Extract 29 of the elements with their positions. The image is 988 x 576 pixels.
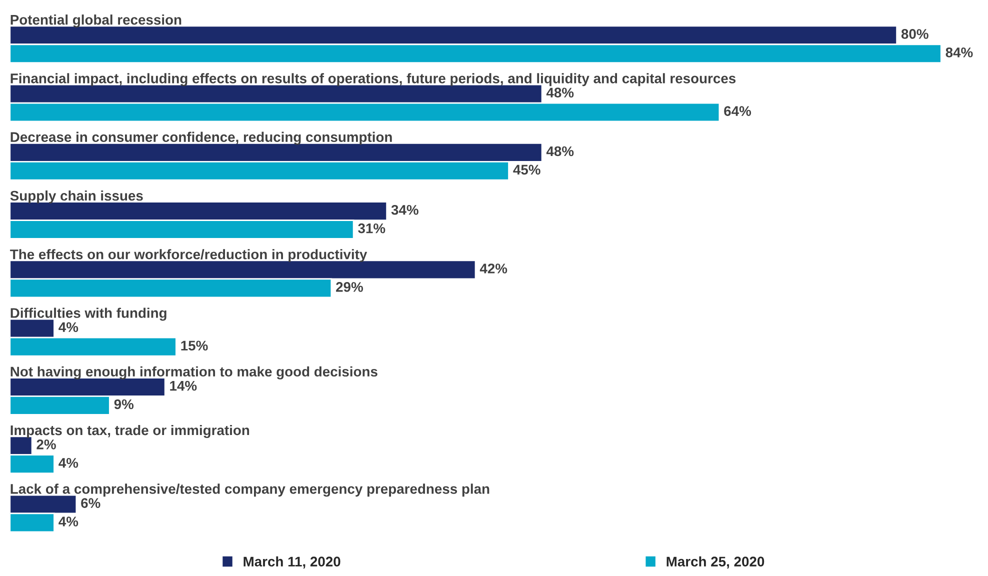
data-label: 14% — [170, 380, 197, 391]
y-tick-label: Impacts on tax, trade or immigration — [10, 424, 250, 438]
legend-label: March 25, 2020 — [666, 556, 764, 569]
y-tick-label: Decrease in consumer confidence, reducing consumption — [10, 132, 392, 145]
legend-label: March 11, 2020 — [244, 556, 340, 569]
y-tick-label: Lack of a comprehensive/tested company emergency preparedness plan — [10, 484, 490, 497]
y-tick-label: The effects on our workforce/reduction in productivity — [10, 249, 368, 262]
data-label: 42% — [480, 264, 508, 274]
data-label: 4% — [58, 516, 78, 526]
data-label: 15% — [181, 340, 208, 351]
y-tick-label: Difficulties with funding — [10, 308, 166, 321]
data-label: 6% — [81, 498, 100, 508]
data-label: 80% — [901, 29, 928, 39]
data-label: 34% — [391, 204, 418, 215]
data-label: 48% — [546, 88, 574, 98]
data-label: 64% — [724, 106, 752, 116]
y-tick-label: Not having enough information to make good decisions — [10, 366, 378, 380]
data-label: 84% — [946, 48, 973, 58]
data-label: 4% — [58, 458, 78, 468]
data-label: 9% — [114, 399, 134, 410]
data-label: 48% — [546, 146, 574, 156]
data-label: 31% — [358, 223, 386, 234]
data-label: 29% — [336, 282, 363, 292]
y-tick-label: Supply chain issues — [10, 190, 143, 204]
y-tick-label: Potential global recession — [10, 14, 182, 28]
data-label: 2% — [36, 440, 56, 450]
y-tick-label: Financial impact, including effects on results of operations, future periods, and liquidity and capital resources — [10, 73, 736, 86]
data-label: 4% — [58, 322, 78, 332]
data-label: 45% — [513, 164, 540, 175]
